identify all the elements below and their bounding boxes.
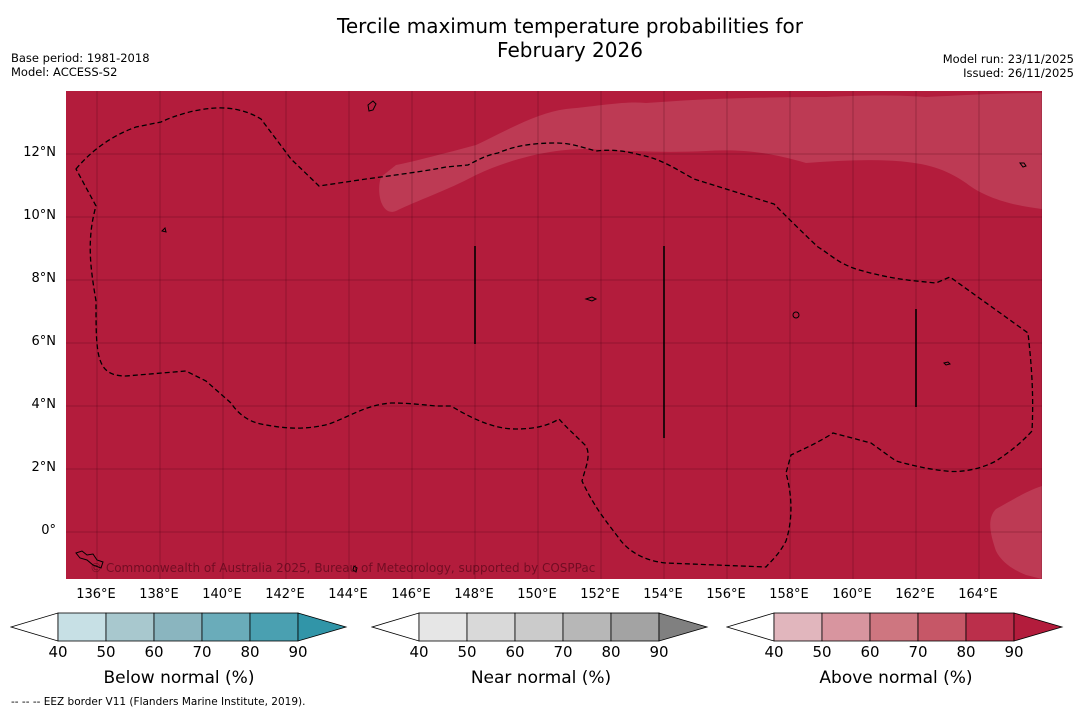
lon-label: 136°E — [76, 587, 116, 602]
colorbar-segment — [153, 612, 203, 642]
colorbar-tick-label: 50 — [96, 643, 116, 661]
lighter-probability-region — [379, 93, 1042, 212]
lat-label-12n: 12°N — [23, 145, 56, 160]
colorbar-segment — [610, 612, 660, 642]
lighter-probability-region-south — [990, 486, 1042, 579]
map-panel[interactable]: © Commonwealth of Australia 2025, Bureau… — [66, 91, 1042, 579]
colorbar-tick-label: 90 — [649, 643, 669, 661]
issued-date: Issued: 26/11/2025 — [963, 66, 1074, 80]
colorbar-lower-arrow — [10, 612, 59, 642]
island-mark — [352, 565, 358, 573]
lon-label: 162°E — [895, 587, 935, 602]
colorbar-tick-label: 70 — [908, 643, 928, 661]
colorbar-tick-label: 90 — [1004, 643, 1024, 661]
colorbar-tick-label: 80 — [601, 643, 621, 661]
lon-label: 142°E — [265, 587, 305, 602]
eez-border — [75, 107, 1034, 568]
probability-field — [66, 91, 1042, 579]
colorbar-tick-label: 40 — [48, 643, 68, 661]
lon-label: 152°E — [580, 587, 620, 602]
colorbar-label-above: Above normal (%) — [819, 668, 973, 688]
island-mark — [943, 361, 951, 366]
colorbar-label-near: Near normal (%) — [470, 668, 612, 688]
colorbar-lower-arrow — [726, 612, 775, 642]
island-mark — [161, 227, 167, 233]
colorbar-segment — [57, 612, 107, 642]
lon-label: 164°E — [958, 587, 998, 602]
island-mark — [75, 550, 104, 569]
colorbar-segment — [514, 612, 564, 642]
colorbar-segment — [773, 612, 823, 642]
colorbar-segment — [869, 612, 919, 642]
colorbar-tick-label: 80 — [240, 643, 260, 661]
meta-left: Base period: 1981-2018 Model: ACCESS-S2 — [11, 51, 150, 79]
colorbar-upper-arrow — [1013, 612, 1064, 642]
colorbar-label-below: Below normal (%) — [103, 668, 255, 688]
island-mark — [792, 311, 800, 319]
colorbar-tick-label: 70 — [553, 643, 573, 661]
lon-label: 160°E — [832, 587, 872, 602]
lon-label: 144°E — [328, 587, 368, 602]
model-name: Model: ACCESS-S2 — [11, 65, 118, 79]
colorbar-tick-label: 50 — [457, 643, 477, 661]
lon-label: 148°E — [454, 587, 494, 602]
colorbar-segment — [466, 612, 516, 642]
model-run: Model run: 23/11/2025 — [942, 52, 1074, 66]
colorbar-tick-label: 40 — [764, 643, 784, 661]
lon-label: 146°E — [391, 587, 431, 602]
map-gridlines — [66, 91, 1042, 579]
base-period: Base period: 1981-2018 — [11, 51, 150, 65]
island-mark — [1019, 162, 1027, 168]
colorbar-below-normal — [10, 612, 348, 642]
colorbar-lower-arrow — [371, 612, 420, 642]
colorbar-above-normal — [726, 612, 1064, 642]
copyright-notice: © Commonwealth of Australia 2025, Bureau… — [90, 561, 596, 575]
title-line-2: February 2026 — [497, 38, 643, 62]
colorbar-upper-arrow — [658, 612, 709, 642]
colorbar-segment — [201, 612, 251, 642]
colorbar-segment — [821, 612, 871, 642]
colorbar-segment — [249, 612, 299, 642]
colorbar-near-normal — [371, 612, 709, 642]
colorbar-segment — [917, 612, 967, 642]
colorbar-tick-label: 40 — [409, 643, 429, 661]
colorbar-tick-label: 80 — [956, 643, 976, 661]
lon-label: 158°E — [769, 587, 809, 602]
lon-label: 156°E — [706, 587, 746, 602]
colorbar-tick-label: 90 — [288, 643, 308, 661]
eez-footnote: -- -- -- EEZ border V11 (Flanders Marine… — [11, 696, 306, 708]
lat-label-10n: 10°N — [23, 208, 56, 223]
island-markers — [75, 100, 1027, 573]
lat-label-6n: 6°N — [31, 334, 57, 349]
colorbar-tick-label: 60 — [505, 643, 525, 661]
colorbar-tick-label: 70 — [192, 643, 212, 661]
colorbar-tick-label: 50 — [812, 643, 832, 661]
lon-label: 138°E — [139, 587, 179, 602]
colorbar-tick-label: 60 — [144, 643, 164, 661]
lat-label-4n: 4°N — [31, 397, 57, 412]
colorbar-segment — [965, 612, 1015, 642]
lon-label: 140°E — [202, 587, 242, 602]
title-line-1: Tercile maximum temperature probabilitie… — [337, 14, 803, 38]
lat-label-0: 0° — [41, 523, 56, 538]
island-mark — [584, 296, 598, 302]
map-svg — [66, 91, 1042, 579]
colorbar-segment — [562, 612, 612, 642]
lat-label-8n: 8°N — [31, 271, 57, 286]
island-mark — [367, 100, 377, 112]
colorbar-tick-label: 60 — [860, 643, 880, 661]
lon-label: 154°E — [643, 587, 683, 602]
colorbar-segment — [105, 612, 155, 642]
meta-right: Model run: 23/11/2025 Issued: 26/11/2025 — [943, 52, 1074, 80]
colorbar-segment — [418, 612, 468, 642]
chart-title: Tercile maximum temperature probabilitie… — [0, 14, 1085, 62]
colorbar-upper-arrow — [297, 612, 348, 642]
lon-label: 150°E — [517, 587, 557, 602]
lat-label-2n: 2°N — [31, 460, 57, 475]
